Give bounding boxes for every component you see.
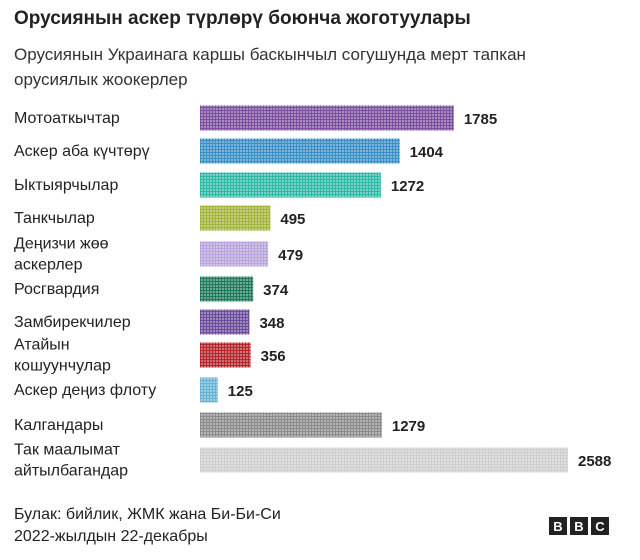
category-label: Аскер аба күчтөрү (14, 143, 150, 160)
bar-texture (200, 309, 250, 335)
bar-texture (200, 138, 400, 164)
chart-title: Орусиянын аскер түрлөрү боюнча жоготуула… (14, 8, 471, 29)
value-label: 1279 (392, 418, 425, 435)
category-label: Танкчылар (14, 210, 95, 227)
bar-texture (200, 377, 218, 403)
bar-texture (200, 241, 269, 267)
bar-chart: Мотоаткычтар Аскер аба күчтөрү Ыктыярчылар… (14, 105, 612, 480)
source-date: 2022-жылдын 22-декабры (14, 528, 208, 545)
source-text: Булак: бийлик, ЖМК жана Би-Би-Си (14, 506, 281, 523)
category-labels-group: Мотоаткычтар Аскер аба күчтөрү Ыктыярчылар… (14, 110, 156, 480)
bar-texture (200, 105, 454, 131)
category-label: аскерлер (14, 257, 83, 274)
value-label: 374 (263, 282, 289, 299)
category-label: Деңизчи жөө (14, 236, 109, 253)
category-label: Замбирекчилер (14, 314, 131, 331)
value-label: 479 (278, 247, 303, 264)
bbc-logo-letter: B (549, 517, 567, 535)
value-label: 1404 (410, 144, 444, 161)
category-label: Росгвардия (14, 281, 99, 298)
value-label: 125 (228, 383, 253, 400)
category-label: Атайын (14, 337, 70, 354)
category-label: айтылбагандар (14, 463, 128, 480)
value-labels-group: 1785 1404 1272 495 479 374 348 356 125 1279 2588 (228, 111, 612, 470)
bars-group (200, 105, 568, 473)
bar-texture (200, 342, 251, 368)
source-note: Булак: бийлик, ЖМК жана Би-Би-Си 2022-жы… (14, 504, 484, 548)
category-label: Мотоаткычтар (14, 110, 120, 127)
value-label: 2588 (578, 453, 611, 470)
bar-texture (200, 276, 254, 302)
category-label: Аскер деңиз флоту (14, 382, 156, 399)
value-label: 495 (280, 211, 305, 228)
chart-subtitle: Орусиянын Украинага каршы баскынчыл согу… (14, 45, 526, 89)
category-label: кошуунчулар (14, 358, 111, 375)
bbc-logo-letter: C (591, 517, 609, 535)
value-label: 356 (261, 348, 286, 365)
bar-texture (200, 412, 382, 438)
bar-texture (200, 205, 271, 231)
value-label: 1785 (464, 111, 497, 128)
bbc-logo-letter: B (570, 517, 588, 535)
category-label: Калгандары (14, 417, 103, 434)
value-label: 1272 (391, 178, 424, 195)
bar-texture (200, 172, 381, 198)
bbc-logo: B B C (549, 517, 609, 535)
bar-texture (200, 447, 568, 473)
value-label: 348 (259, 315, 284, 332)
category-label: Ыктыярчылар (14, 177, 118, 194)
category-label: Так маалымат (14, 442, 121, 459)
